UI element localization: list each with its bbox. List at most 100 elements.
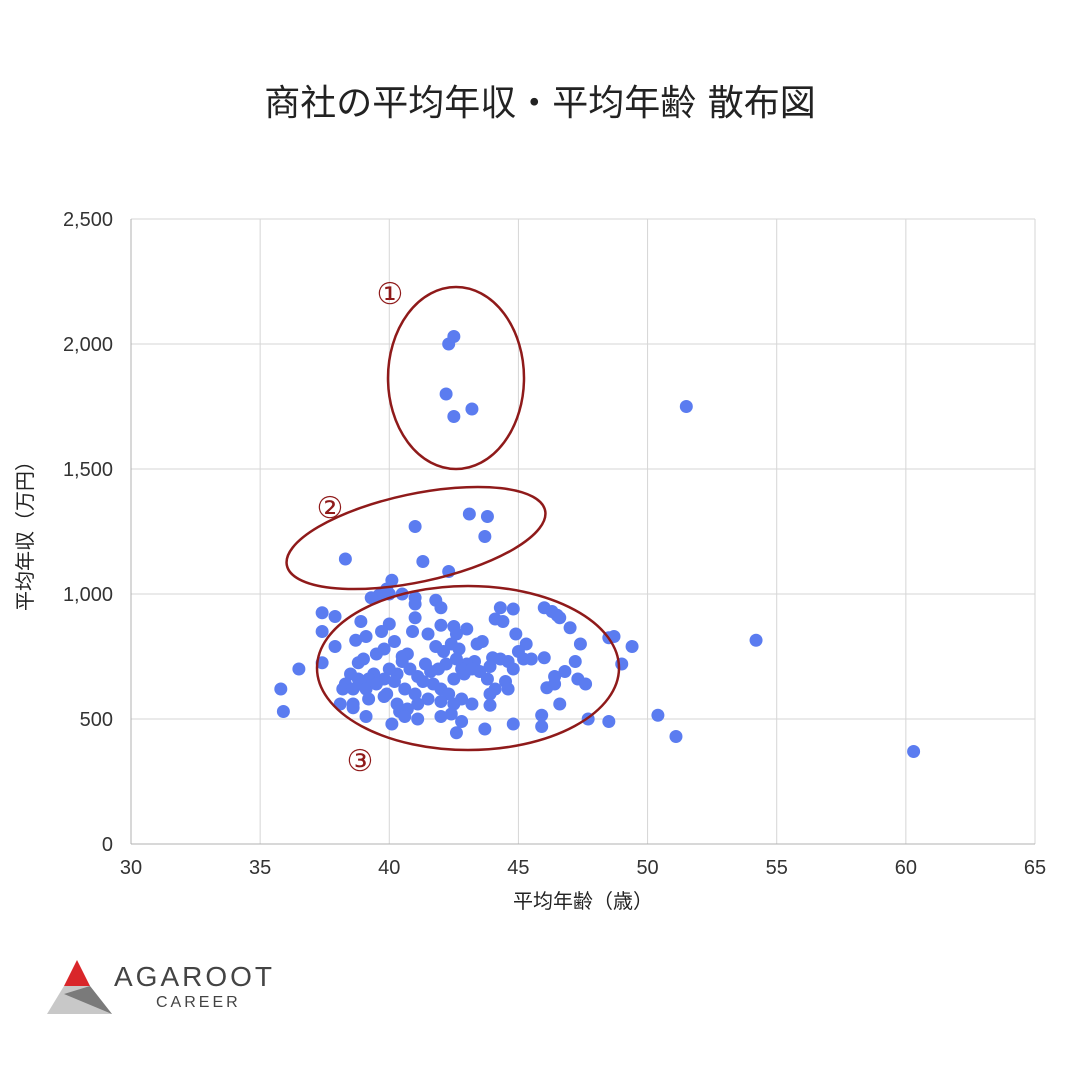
cluster-3-ellipse: [315, 584, 621, 752]
data-point: [447, 410, 461, 423]
data-point: [444, 707, 458, 721]
data-point: [455, 715, 469, 728]
logo-subtitle: CAREER: [156, 994, 241, 1011]
logo-red-triangle: [64, 960, 90, 986]
logo-wordmark: AGAROOT: [114, 961, 275, 992]
data-point: [315, 625, 329, 638]
data-point: [408, 611, 422, 625]
data-point: [509, 627, 523, 641]
data-point: [328, 610, 342, 623]
y-axis-label: 平均年収（万円）: [13, 451, 37, 611]
data-point: [602, 715, 616, 728]
logo-dark-shape: [64, 986, 112, 1014]
data-point: [398, 682, 412, 696]
data-point: [480, 510, 494, 523]
y-axis-ticks: 0 500 1,000 1,500 2,000 2,500: [63, 209, 113, 856]
x-tick-label: 65: [1024, 857, 1046, 879]
data-point: [483, 687, 497, 701]
data-point: [338, 552, 352, 566]
x-tick-label: 60: [895, 857, 917, 879]
data-point: [356, 652, 370, 666]
data-point: [377, 642, 391, 656]
agaroot-logo: AGAROOT CAREER: [47, 960, 275, 1014]
data-point: [483, 660, 497, 673]
data-point: [274, 682, 288, 696]
data-point: [460, 622, 474, 636]
data-point: [406, 625, 420, 638]
data-point: [408, 520, 422, 533]
data-point: [359, 630, 373, 643]
data-point: [568, 655, 582, 668]
cluster-1-label: ①: [377, 277, 404, 312]
y-tick-label: 1,500: [63, 459, 113, 481]
data-point: [651, 708, 665, 722]
data-point: [375, 625, 389, 638]
y-tick-label: 2,000: [63, 334, 113, 356]
data-point: [377, 690, 391, 703]
data-point: [411, 712, 425, 726]
x-axis-label: 平均年齢（歳）: [513, 889, 653, 913]
data-point: [465, 402, 479, 416]
data-point: [452, 642, 466, 656]
data-point: [669, 730, 683, 743]
data-point: [434, 601, 448, 615]
data-point: [276, 705, 290, 718]
data-point: [421, 692, 435, 706]
data-point: [382, 662, 396, 676]
data-point: [524, 652, 538, 666]
cluster-3-label: ③: [347, 744, 374, 779]
data-point: [408, 687, 422, 701]
data-point: [553, 611, 567, 625]
data-point: [416, 675, 430, 688]
data-point: [369, 677, 383, 691]
data-point: [346, 701, 360, 715]
axes: [130, 219, 1035, 845]
data-point: [395, 655, 409, 668]
data-point: [449, 652, 463, 666]
data-point: [496, 615, 510, 628]
data-point: [434, 695, 448, 708]
y-tick-label: 500: [80, 709, 113, 731]
data-point: [292, 662, 306, 676]
data-point: [506, 602, 520, 616]
data-point: [315, 606, 329, 620]
data-point: [434, 618, 448, 632]
data-point: [359, 682, 373, 696]
data-point: [349, 633, 363, 647]
cluster-2-label: ②: [317, 491, 344, 526]
data-point: [449, 726, 463, 740]
data-point: [493, 601, 507, 615]
data-point: [535, 720, 549, 733]
data-points: [274, 330, 921, 758]
data-point: [483, 698, 497, 712]
data-point: [411, 697, 425, 711]
data-point: [501, 682, 515, 696]
data-point: [387, 635, 401, 648]
data-point: [749, 633, 763, 647]
y-tick-label: 0: [102, 834, 113, 856]
data-point: [579, 677, 593, 691]
data-point: [385, 717, 399, 731]
data-point: [506, 717, 520, 731]
data-point: [434, 710, 448, 723]
data-point: [907, 745, 921, 758]
data-point: [465, 697, 479, 711]
data-point: [364, 591, 378, 605]
grid-lines: [131, 218, 1036, 844]
data-point: [548, 670, 562, 683]
data-point: [354, 615, 368, 628]
data-point: [478, 722, 492, 736]
x-tick-label: 50: [636, 857, 658, 879]
data-point: [478, 530, 492, 543]
data-point: [506, 662, 520, 676]
data-point: [439, 387, 453, 401]
data-point: [447, 672, 461, 686]
data-point: [421, 627, 435, 641]
data-point: [462, 507, 476, 521]
cluster-2-ellipse: [285, 485, 547, 591]
chart-title: 商社の平均年収・平均年齢 散布図: [264, 83, 815, 124]
data-point: [480, 672, 494, 686]
x-tick-label: 35: [249, 857, 271, 879]
x-tick-label: 55: [766, 857, 788, 879]
